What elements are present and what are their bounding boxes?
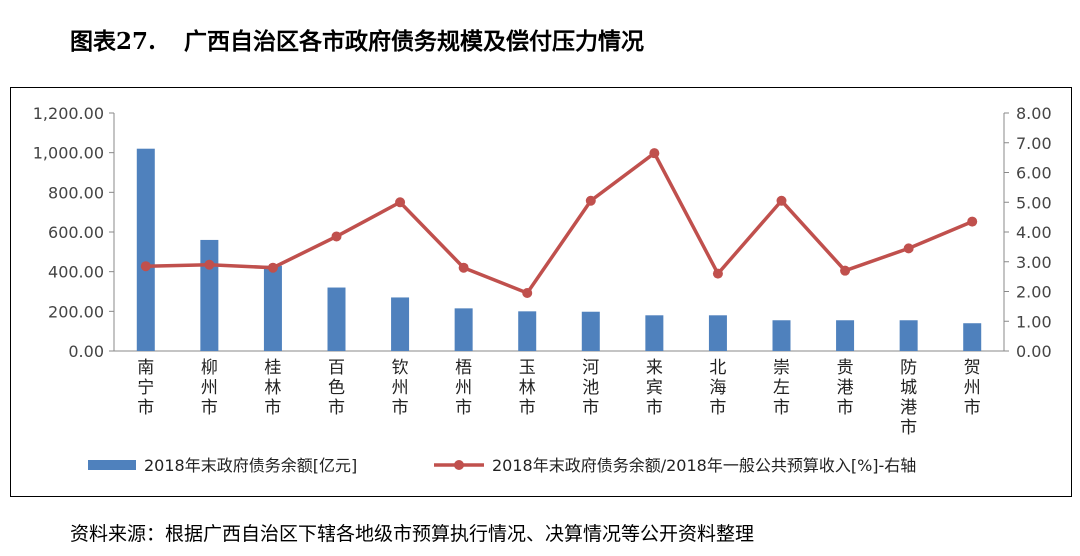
category-label: 崇左市 xyxy=(773,358,790,418)
y-right-tick-label: 3.00 xyxy=(1016,253,1052,272)
bar xyxy=(327,287,346,351)
ratio-point xyxy=(267,262,278,273)
bar xyxy=(581,311,600,351)
figure-number: 图表27. xyxy=(70,28,157,55)
bar xyxy=(263,265,282,351)
legend-line-label: 2018年末政府债务余额/2018年一般公共预算收入[%]-右轴 xyxy=(492,456,916,475)
bar xyxy=(836,320,855,351)
category-label: 桂林市 xyxy=(264,358,281,418)
legend-line-marker xyxy=(454,460,464,470)
ratio-point xyxy=(204,259,215,270)
category-label: 百色市 xyxy=(328,358,345,418)
y-left-tick-label: 0.00 xyxy=(68,342,104,361)
ratio-point xyxy=(585,195,596,206)
ratio-point xyxy=(903,243,914,254)
category-label: 防城港市 xyxy=(900,358,917,438)
y-left-tick-label: 200.00 xyxy=(48,302,104,321)
y-left-tick-label: 1,200.00 xyxy=(33,104,104,123)
y-right-tick-label: 4.00 xyxy=(1016,223,1052,242)
bar xyxy=(454,308,473,351)
y-right-tick-label: 0.00 xyxy=(1016,342,1052,361)
bar xyxy=(518,311,537,351)
ratio-point xyxy=(712,268,723,279)
bar xyxy=(963,323,982,351)
ratio-point xyxy=(140,261,151,272)
y-right-tick-label: 5.00 xyxy=(1016,193,1052,212)
y-right-tick-label: 8.00 xyxy=(1016,104,1052,123)
bar xyxy=(772,320,791,351)
ratio-point xyxy=(840,265,851,276)
ratio-line xyxy=(145,150,973,296)
category-label: 梧州市 xyxy=(455,358,472,418)
bar xyxy=(645,315,664,351)
ratio-point xyxy=(649,148,660,159)
y-right-tick-label: 6.00 xyxy=(1016,164,1052,183)
category-label: 玉林市 xyxy=(519,358,536,418)
category-label: 来宾市 xyxy=(646,358,663,418)
figure-title: 图表27. 广西自治区各市政府债务规模及偿付压力情况 xyxy=(70,22,644,56)
category-label: 北海市 xyxy=(709,358,726,418)
ratio-point xyxy=(331,231,342,242)
figure-title-text: 广西自治区各市政府债务规模及偿付压力情况 xyxy=(184,28,645,55)
y-right-tick-label: 1.00 xyxy=(1016,312,1052,331)
ratio-point xyxy=(967,216,978,227)
ratio-point xyxy=(776,195,787,206)
bar xyxy=(200,239,219,351)
y-left-tick-label: 400.00 xyxy=(48,263,104,282)
category-label: 钦州市 xyxy=(392,358,409,418)
ratio-point xyxy=(522,287,533,298)
y-left-tick-label: 600.00 xyxy=(48,223,104,242)
y-right-tick-label: 2.00 xyxy=(1016,283,1052,302)
category-label: 贵港市 xyxy=(837,358,854,418)
bar xyxy=(391,297,410,351)
ratio-point xyxy=(395,197,406,208)
category-label: 柳州市 xyxy=(201,358,218,418)
y-right-tick-label: 7.00 xyxy=(1016,134,1052,153)
y-left-tick-label: 800.00 xyxy=(48,183,104,202)
bar xyxy=(899,320,918,351)
category-label: 贺州市 xyxy=(964,358,981,418)
ratio-point xyxy=(458,262,469,273)
chart-frame xyxy=(10,87,1072,497)
category-label: 河池市 xyxy=(582,358,599,418)
legend-bar-label: 2018年末政府债务余额[亿元] xyxy=(144,456,357,475)
bar xyxy=(708,315,727,351)
legend-bar-swatch xyxy=(88,460,136,470)
y-left-tick-label: 1,000.00 xyxy=(33,144,104,163)
source-note: 资料来源：根据广西自治区下辖各地级市预算执行情况、决算情况等公开资料整理 xyxy=(70,523,755,545)
category-label: 南宁市 xyxy=(137,358,154,418)
bar xyxy=(136,148,155,351)
